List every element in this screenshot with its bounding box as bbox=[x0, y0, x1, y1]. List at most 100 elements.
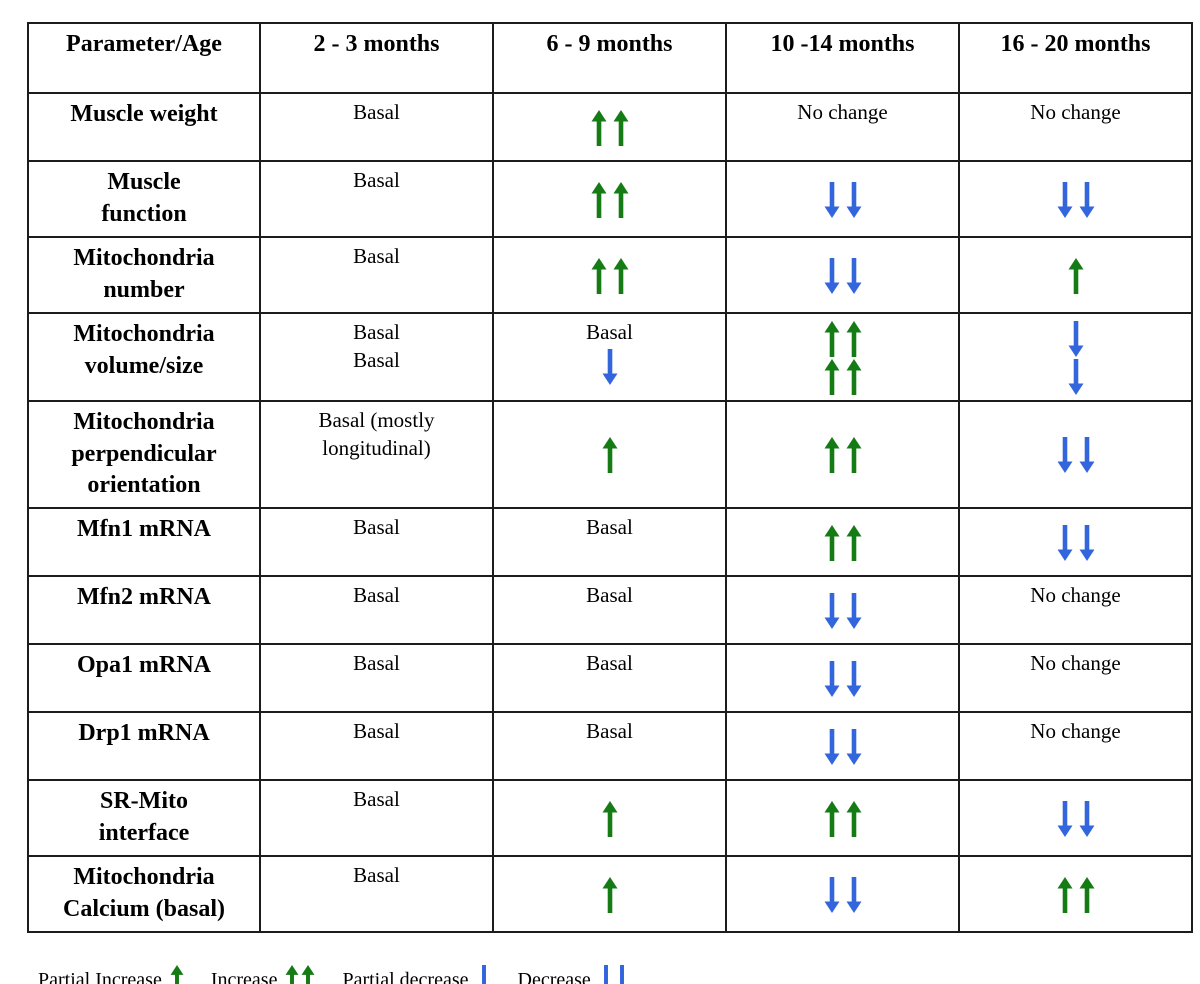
cell-text: Basal bbox=[353, 168, 400, 192]
up-arrow-group bbox=[498, 256, 721, 294]
cell-text: Basal bbox=[586, 651, 633, 676]
value-cell bbox=[492, 235, 727, 314]
parameter-line: Mitochondria bbox=[73, 244, 215, 271]
up-arrow-icon bbox=[285, 964, 299, 984]
value-cell bbox=[492, 399, 727, 510]
down-arrow-icon bbox=[603, 964, 608, 984]
legend-item: Partial Increase bbox=[38, 964, 185, 984]
up-arrow-group bbox=[964, 256, 1187, 294]
cell-text: Basal bbox=[586, 719, 633, 744]
up-arrow-group bbox=[498, 180, 721, 218]
parameter-line: Calcium (basal) bbox=[63, 896, 225, 923]
down-arrow-icon bbox=[602, 348, 617, 385]
down-arrow-icon bbox=[846, 181, 861, 218]
up-arrow-icon bbox=[602, 437, 617, 474]
cell-text: No change bbox=[1030, 583, 1121, 608]
parameter-age-table: Parameter/Age 2 - 3 months 6 - 9 months … bbox=[27, 22, 1193, 933]
down-arrow-icon bbox=[481, 964, 486, 984]
down-arrow-group bbox=[498, 347, 721, 385]
up-arrow-group bbox=[498, 799, 721, 838]
table-row: Opa1 mRNA Basal Basal No change bbox=[27, 643, 1193, 714]
up-arrow-icon bbox=[824, 437, 839, 474]
legend-item: Decrease bbox=[517, 964, 630, 984]
value-cell bbox=[958, 507, 1193, 578]
value-cell bbox=[725, 711, 960, 782]
down-arrow-icon bbox=[1079, 437, 1094, 474]
up-arrow-icon bbox=[591, 110, 606, 146]
value-cell bbox=[958, 311, 1193, 402]
value-cell: Basal bbox=[259, 235, 494, 314]
up-arrow-icon bbox=[846, 358, 861, 395]
value-cell bbox=[492, 855, 727, 933]
header-2-3-months: 2 - 3 months bbox=[259, 22, 494, 94]
down-arrow-icon bbox=[824, 593, 839, 630]
down-arrow-icon bbox=[846, 593, 861, 630]
down-arrow-icon bbox=[1079, 181, 1094, 218]
value-cell: Basal bbox=[492, 507, 727, 578]
value-cell bbox=[725, 855, 960, 933]
header-parameter-age: Parameter/Age bbox=[27, 22, 261, 94]
down-arrow-icon bbox=[846, 661, 861, 698]
value-cell bbox=[725, 235, 960, 314]
parameter-cell: SR-Mito interface bbox=[27, 779, 261, 858]
up-arrow-icon bbox=[591, 257, 606, 294]
up-arrow-group bbox=[731, 357, 954, 395]
value-cell: Basal bbox=[492, 311, 727, 402]
value-cell: No change bbox=[958, 575, 1193, 646]
value-cell: No change bbox=[958, 711, 1193, 782]
up-arrow-icon bbox=[846, 437, 861, 474]
parameter-line: perpendicular bbox=[71, 440, 217, 467]
legend-label: Partial decrease bbox=[342, 968, 469, 984]
legend-label: Decrease bbox=[517, 968, 591, 984]
up-arrow-group bbox=[498, 875, 721, 914]
value-cell bbox=[725, 311, 960, 402]
cell-text: Basal bbox=[353, 243, 400, 268]
up-arrow-icon bbox=[824, 358, 839, 395]
down-arrow-icon bbox=[824, 877, 839, 914]
parameter-line: Mitochondria bbox=[73, 864, 215, 891]
up-arrow-group bbox=[964, 875, 1187, 914]
value-cell: Basal bbox=[259, 575, 494, 646]
up-arrow-icon bbox=[613, 181, 628, 218]
value-cell: Basal bbox=[492, 575, 727, 646]
parameter-cell: Mitochondria volume/size bbox=[27, 311, 261, 402]
table-row: Drp1 mRNA Basal Basal No change bbox=[27, 711, 1193, 782]
down-arrow-icon bbox=[1068, 320, 1083, 357]
down-arrow-group bbox=[731, 659, 954, 698]
down-arrow-icon bbox=[846, 257, 861, 294]
table-row: Mfn1 mRNA Basal Basal bbox=[27, 507, 1193, 578]
value-cell bbox=[958, 399, 1193, 510]
parameter-line: Mfn2 mRNA bbox=[77, 584, 211, 611]
table-row: Mitochondria volume/size Basal Basal Basal bbox=[27, 311, 1193, 402]
up-arrow-icon bbox=[1079, 877, 1094, 914]
legend-label: Increase bbox=[210, 968, 278, 984]
value-cell: Basal (mostly longitudinal) bbox=[259, 399, 494, 510]
value-cell bbox=[492, 160, 727, 238]
value-cell: No change bbox=[725, 92, 960, 162]
legend-label: Partial Increase bbox=[38, 968, 162, 984]
up-arrow-icon bbox=[824, 801, 839, 838]
value-cell: Basal bbox=[259, 855, 494, 933]
up-arrow-group bbox=[731, 319, 954, 357]
down-arrow-icon bbox=[1057, 437, 1072, 474]
table-row: Muscle function Basal bbox=[27, 160, 1193, 238]
down-arrow-icon bbox=[1057, 525, 1072, 562]
parameter-cell: Mfn1 mRNA bbox=[27, 507, 261, 578]
value-cell bbox=[725, 160, 960, 238]
down-arrow-group bbox=[964, 357, 1187, 395]
up-arrow-icon bbox=[170, 964, 184, 984]
value-cell: Basal bbox=[259, 779, 494, 858]
parameter-cell: Muscle function bbox=[27, 160, 261, 238]
up-arrow-icon bbox=[591, 181, 606, 218]
value-cell bbox=[725, 507, 960, 578]
cell-text: Basal bbox=[586, 515, 633, 540]
value-cell bbox=[958, 235, 1193, 314]
table-row: Mitochondria perpendicular orientation Basa… bbox=[27, 399, 1193, 510]
parameter-line: Drp1 mRNA bbox=[78, 720, 210, 747]
down-arrow-icon bbox=[824, 181, 839, 218]
down-arrow-group bbox=[731, 875, 954, 914]
down-arrow-icon bbox=[1079, 801, 1094, 838]
value-cell bbox=[725, 399, 960, 510]
header-6-9-months: 6 - 9 months bbox=[492, 22, 727, 94]
